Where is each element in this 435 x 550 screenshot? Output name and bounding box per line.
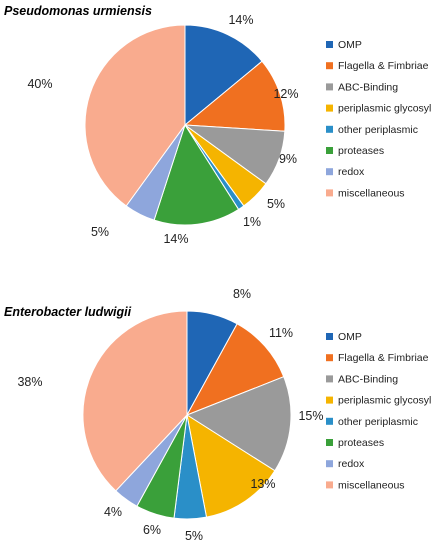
legend-label: proteases xyxy=(338,145,384,157)
pie-slice-periplasmic-glycosyl xyxy=(186,413,276,518)
data-label: 40% xyxy=(27,77,52,91)
pie-slice-proteases xyxy=(153,123,240,226)
data-label: 5% xyxy=(185,529,203,543)
data-label: 9% xyxy=(279,152,297,166)
legend-swatch xyxy=(326,481,333,489)
pie-data-labels: 14% 12% 9% 5% 1% 14% 5% 40% xyxy=(27,13,298,246)
legend-swatch xyxy=(326,62,333,70)
data-label: 5% xyxy=(91,225,109,239)
legend-swatch xyxy=(326,125,333,133)
legend-label: other periplasmic xyxy=(338,416,418,428)
legend-swatch xyxy=(326,147,333,154)
legend-label: miscellaneous xyxy=(338,479,405,491)
pie-slice-miscellaneous xyxy=(84,24,186,207)
data-label: 13% xyxy=(250,477,275,491)
legend-swatch xyxy=(326,396,333,404)
legend-label: other periplasmic xyxy=(338,124,418,136)
legend: OMP Flagella & Fimbriae ABC-Binding peripla… xyxy=(326,39,431,199)
chart-title: Enterobacter ludwigii xyxy=(4,305,132,319)
legend-swatch xyxy=(326,104,333,112)
legend-label: OMP xyxy=(338,331,362,343)
pie-data-labels: 8% 11% 15% 13% 5% 6% 4% 38% xyxy=(17,287,323,543)
pie-chart-pseudomonas: Pseudomonas urmiensis 14% 12% 9% 5% 1% 14% 5% 4… xyxy=(4,4,431,246)
data-label: 14% xyxy=(228,13,253,27)
legend-label: periplasmic glycosyl xyxy=(338,103,431,115)
legend-swatch xyxy=(326,189,333,197)
data-label: 11% xyxy=(269,326,293,340)
legend-label: periplasmic glycosyl xyxy=(338,395,431,407)
legend-label: redox xyxy=(338,458,365,470)
legend-label: proteases xyxy=(338,437,384,449)
legend-swatch xyxy=(326,460,333,468)
legend-label: Flagella & Fimbriae xyxy=(338,60,429,72)
legend-swatch xyxy=(326,168,333,176)
legend-swatch xyxy=(326,41,333,48)
legend-label: ABC-Binding xyxy=(338,81,398,93)
chart-title: Pseudomonas urmiensis xyxy=(4,4,152,18)
data-label: 6% xyxy=(143,523,161,537)
legend-swatch xyxy=(326,354,333,362)
pie-slice-omp xyxy=(184,24,263,127)
data-label: 38% xyxy=(17,375,42,389)
legend-label: miscellaneous xyxy=(338,187,405,199)
legend-swatch xyxy=(326,83,333,91)
data-label: 5% xyxy=(267,197,285,211)
legend-swatch xyxy=(326,439,333,446)
data-label: 1% xyxy=(243,215,261,229)
data-label: 15% xyxy=(298,409,323,423)
legend: OMP Flagella & Fimbriae ABC-Binding peripla… xyxy=(326,331,431,491)
pie-slice-abc-binding xyxy=(185,376,292,472)
legend-label: Flagella & Fimbriae xyxy=(338,352,429,364)
data-label: 8% xyxy=(233,287,251,301)
data-label: 4% xyxy=(104,505,122,519)
legend-label: ABC-Binding xyxy=(338,373,398,385)
legend-label: redox xyxy=(338,166,365,178)
pie-slice-flagella-fimbriae xyxy=(183,60,286,132)
pie-slice-flagella-fimbriae xyxy=(185,323,285,416)
pie-slices xyxy=(82,310,292,520)
pie-slice-miscellaneous xyxy=(82,310,188,492)
pie-chart-enterobacter: Enterobacter ludwigii 8% 11% 15% 13% 5% 6% 4% 3… xyxy=(4,287,431,543)
legend-swatch xyxy=(326,417,333,425)
legend-swatch xyxy=(326,333,333,340)
pie-slices xyxy=(84,24,286,226)
legend-swatch xyxy=(326,375,333,383)
data-label: 14% xyxy=(163,232,188,246)
legend-label: OMP xyxy=(338,39,362,51)
data-label: 12% xyxy=(273,87,298,101)
